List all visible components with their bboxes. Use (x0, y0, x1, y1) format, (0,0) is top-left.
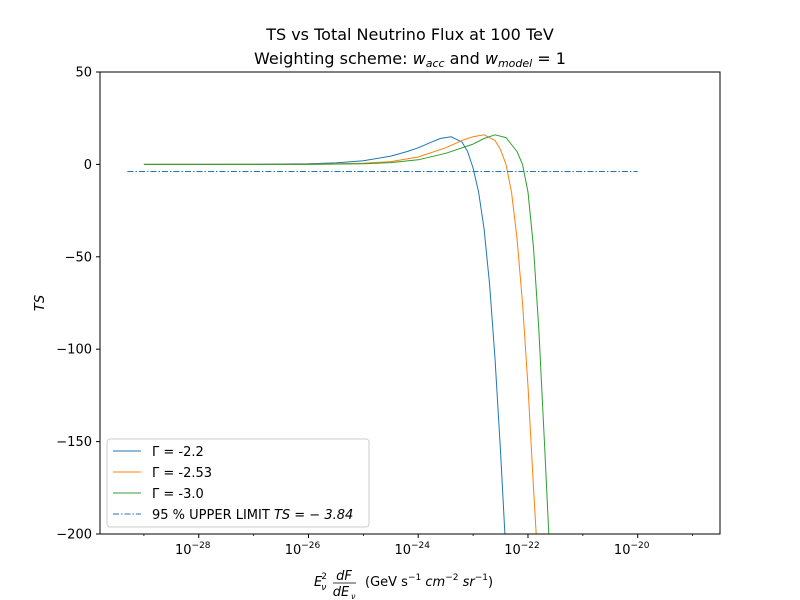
y-axis-label: TS (33, 295, 48, 311)
series-line-1 (143, 136, 506, 534)
legend-label-2: Γ = -2.53 (152, 466, 212, 481)
svg-text:dF: dF (336, 569, 352, 584)
y-tick-label: −150 (56, 435, 92, 450)
x-axis-label-fraction: dF dE ν (333, 569, 356, 600)
x-axis-label-units: (GeV s−1 cm−2 sr−1) (365, 573, 493, 590)
legend-label-3: Γ = -3.0 (152, 487, 204, 502)
svg-text:ν: ν (351, 592, 356, 600)
x-tick-label: 10−24 (394, 541, 430, 558)
plot-frame (99, 71, 721, 535)
svg-text:dE: dE (333, 585, 350, 600)
legend: Γ = -2.2 Γ = -2.53 Γ = -3.0 95 % UPPER LIMI… (106, 438, 370, 528)
series-layer (127, 134, 638, 534)
legend-label-1: Γ = -2.2 (152, 445, 204, 460)
y-tick-label: −50 (65, 250, 92, 265)
series-line-3 (143, 134, 550, 534)
chart-title-line2: Weighting scheme: wacc and wmodel = 1 (254, 49, 566, 70)
x-tick-label: 10−26 (285, 541, 321, 558)
plot-area (99, 71, 721, 535)
x-axis: 10−28 10−26 10−24 10−22 10−20 (143, 534, 693, 558)
y-tick-label: 50 (75, 66, 92, 81)
y-tick-label: −200 (56, 528, 92, 543)
y-tick-label: 0 (84, 158, 92, 173)
x-tick-label: 10−20 (614, 541, 650, 558)
legend-frame (106, 438, 370, 528)
x-axis-label: Eν2 (314, 572, 327, 593)
chart-title-line1: TS vs Total Neutrino Flux at 100 TeV (265, 25, 554, 44)
y-tick-label: −100 (56, 343, 92, 358)
legend-label-4: 95 % UPPER LIMIT TS = − 3.84 (152, 508, 353, 523)
x-tick-label: 10−22 (504, 541, 540, 558)
x-tick-label: 10−28 (175, 541, 211, 558)
y-axis: 50 0 −50 −100 −150 −200 (56, 66, 100, 543)
